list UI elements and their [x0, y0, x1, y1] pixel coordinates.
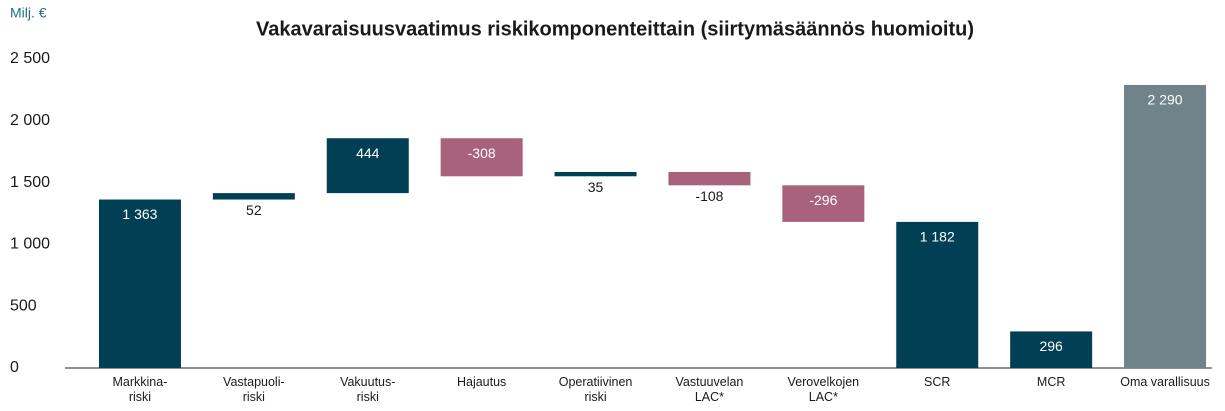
data-label: 444 [356, 145, 380, 161]
chart-title: Vakavaraisuusvaatimus riskikomponenteitt… [256, 18, 974, 40]
y-tick-label: 500 [10, 297, 37, 314]
x-tick-label: Markkina-riski [113, 375, 168, 404]
bar [554, 171, 637, 177]
bar [212, 193, 295, 200]
data-label: -308 [468, 145, 496, 161]
bar [896, 221, 979, 368]
x-tick-label: Oma varallisuus [1120, 375, 1210, 389]
data-label: 1 182 [920, 229, 955, 245]
x-tick-label: Hajautus [457, 375, 506, 389]
y-axis-label: Milj. € [10, 5, 47, 21]
y-tick-label: 1 500 [10, 174, 50, 191]
data-label: 1 363 [122, 206, 157, 222]
y-tick-label: 1 000 [10, 236, 50, 253]
data-label: 2 290 [1148, 92, 1183, 108]
data-label: 35 [588, 179, 604, 195]
data-label: -108 [695, 188, 723, 204]
bar [326, 138, 409, 194]
bar [782, 185, 865, 222]
y-tick-label: 0 [10, 359, 19, 376]
x-tick-label: Verovelkojen LAC* [788, 375, 860, 404]
bar [1010, 331, 1093, 368]
x-tick-label: MCR [1037, 375, 1065, 389]
y-tick-label: 2 000 [10, 112, 50, 129]
bar [98, 199, 181, 368]
bar [440, 138, 523, 177]
bar [1124, 84, 1207, 369]
data-label: 52 [246, 202, 262, 218]
x-tick-label: Operatiivinen riski [559, 375, 633, 404]
data-label: 296 [1039, 338, 1063, 354]
x-tick-label: Vastuuvelan LAC* [676, 375, 744, 404]
data-label: -296 [809, 192, 837, 208]
y-tick-label: 2 500 [10, 50, 50, 67]
x-tick-label: SCR [924, 375, 950, 389]
x-tick-label: Vakuutus-riski [340, 375, 395, 404]
x-tick-label: Vastapuoli-riski [223, 375, 285, 404]
bar [668, 171, 751, 186]
